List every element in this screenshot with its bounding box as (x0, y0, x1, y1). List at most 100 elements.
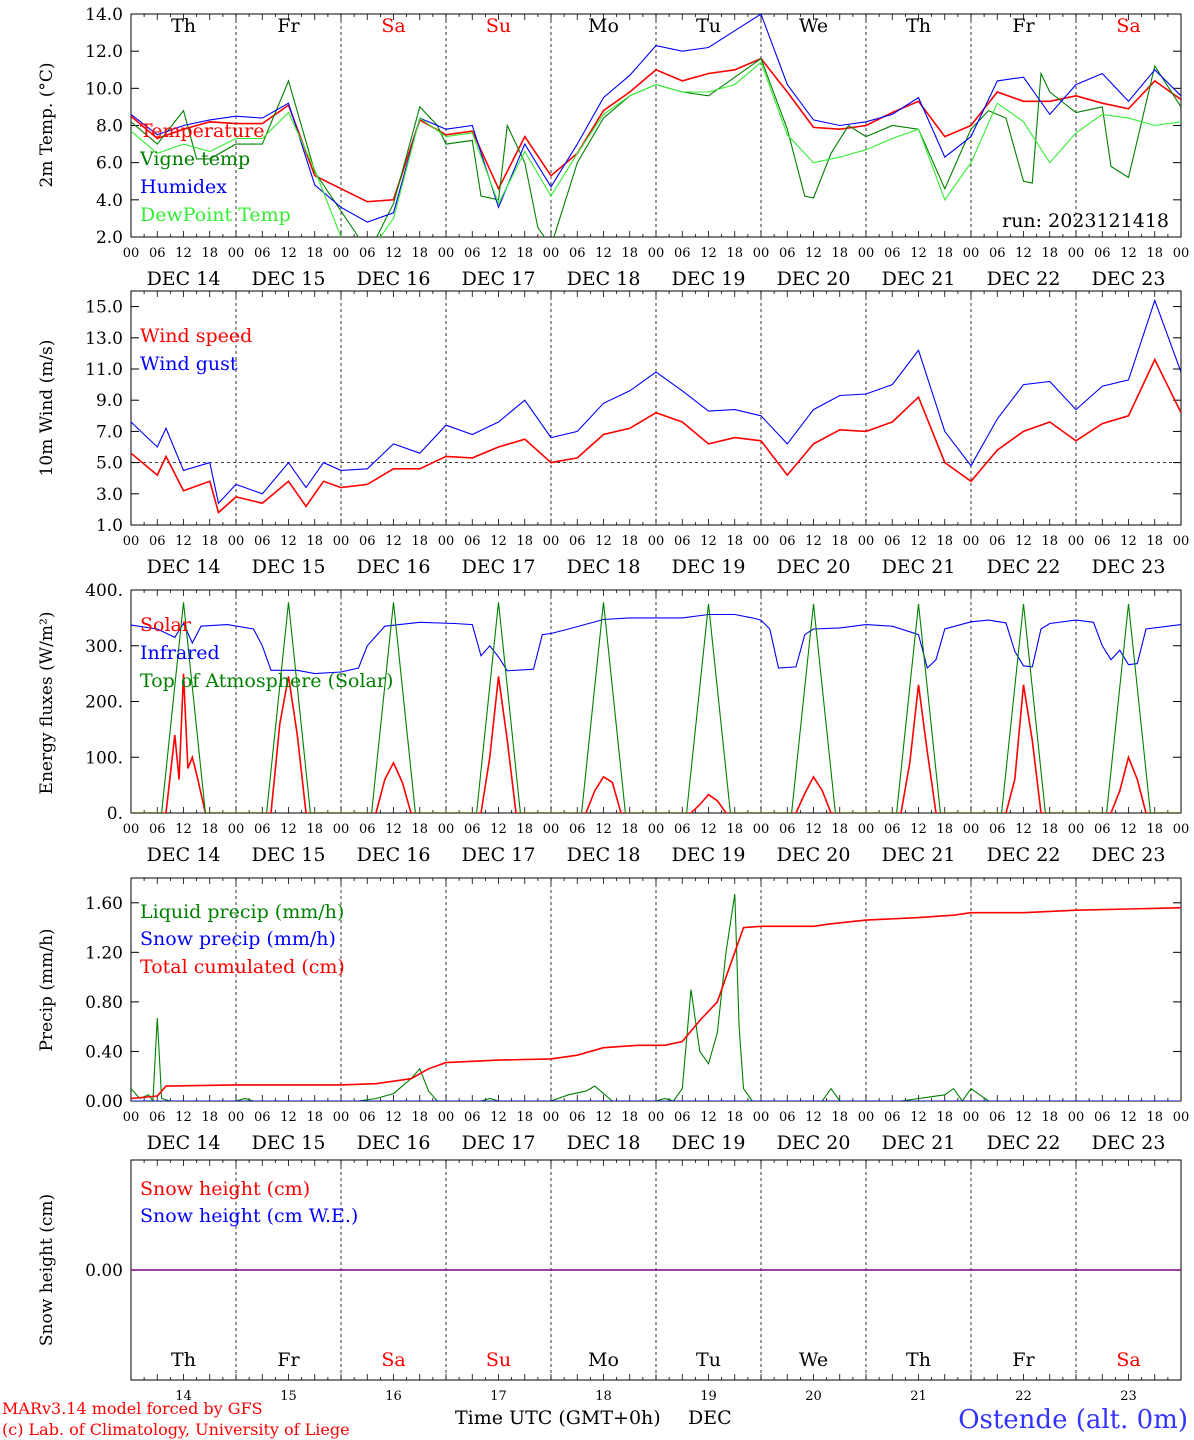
hour-tick-label: 18 (831, 534, 848, 549)
date-label: DEC 20 (777, 1132, 851, 1154)
hour-tick-label: 12 (490, 246, 507, 261)
day-letter: Fr (277, 15, 300, 37)
hour-tick-label: 12 (280, 822, 297, 837)
hour-tick-label: 18 (306, 534, 323, 549)
series-group (131, 298, 1181, 514)
hour-tick-label: 06 (674, 822, 691, 837)
hour-tick-label: 06 (674, 534, 691, 549)
date-label: DEC 16 (357, 268, 431, 290)
hour-tick-label: 00 (753, 822, 770, 837)
hour-tick-label: 18 (411, 246, 428, 261)
hour-tick-label: 18 (411, 822, 428, 837)
day-letter: Tu (696, 1349, 721, 1371)
hour-tick-label: 12 (1015, 1110, 1032, 1125)
hour-tick-label: 00 (228, 246, 245, 261)
hour-tick-label: 00 (858, 822, 875, 837)
hour-tick-label: 06 (254, 534, 271, 549)
hour-tick-label: 06 (884, 534, 901, 549)
hour-tick-label: 18 (201, 1110, 218, 1125)
day-letter: Mo (588, 15, 619, 37)
hour-tick-label: 12 (595, 534, 612, 549)
hour-tick-label: 12 (805, 1110, 822, 1125)
date-label: DEC 19 (672, 1132, 746, 1154)
hour-tick-label: 12 (490, 534, 507, 549)
date-label: DEC 19 (672, 556, 746, 578)
hour-tick-label: 00 (963, 246, 980, 261)
hour-tick-label: 00 (333, 534, 350, 549)
y-tick-label: 5.0 (96, 454, 123, 474)
legend-entry: Snow precip (mm/h) (140, 928, 336, 950)
day-number: 21 (910, 1389, 927, 1404)
y-tick-label: 7.0 (96, 422, 123, 442)
hour-tick-label: 06 (254, 822, 271, 837)
run-annotation: run: 2023121418 (1002, 210, 1169, 232)
hour-tick-label: 06 (359, 822, 376, 837)
hour-tick-label: 00 (1068, 246, 1085, 261)
hour-tick-label: 18 (1146, 822, 1163, 837)
y-tick-label: 300. (85, 637, 123, 657)
day-letter: Th (171, 15, 196, 37)
y-axis-label: 10m Wind (m/s) (37, 340, 57, 477)
y-tick-label: 14.0 (85, 5, 123, 25)
hour-tick-label: 06 (149, 1110, 166, 1125)
hour-tick-label: 00 (228, 822, 245, 837)
date-label: DEC 22 (987, 268, 1061, 290)
hour-tick-label: 06 (779, 534, 796, 549)
y-tick-label: 9.0 (96, 391, 123, 411)
series-line (131, 602, 1181, 813)
hour-tick-label: 00 (543, 534, 560, 549)
hour-tick-label: 06 (674, 1110, 691, 1125)
hour-tick-label: 18 (621, 246, 638, 261)
y-tick-label: 0.00 (85, 1092, 123, 1112)
date-label: DEC 15 (252, 844, 326, 866)
hour-tick-label: 12 (1015, 246, 1032, 261)
hour-tick-label: 00 (753, 534, 770, 549)
hour-tick-label: 18 (516, 822, 533, 837)
hour-tick-label: 18 (516, 1110, 533, 1125)
hour-tick-label: 18 (726, 534, 743, 549)
hour-tick-label: 12 (1120, 246, 1137, 261)
day-letter: Th (906, 15, 931, 37)
y-tick-label: 0.80 (85, 993, 123, 1013)
hour-tick-label: 00 (858, 1110, 875, 1125)
hour-tick-label: 12 (700, 246, 717, 261)
hour-tick-label: 18 (1041, 822, 1058, 837)
hour-tick-label: 06 (1094, 246, 1111, 261)
hour-tick-label: 12 (490, 1110, 507, 1125)
y-tick-label: 100. (85, 748, 123, 768)
hour-tick-label: 00 (963, 822, 980, 837)
y-axis-label: Precip (mm/h) (37, 928, 57, 1051)
hour-tick-label: 00 (543, 822, 560, 837)
hour-tick-label: 18 (621, 822, 638, 837)
y-tick-label: 10.0 (85, 79, 123, 99)
hour-tick-label: 12 (910, 1110, 927, 1125)
hour-tick-label: 12 (385, 822, 402, 837)
hour-tick-label: 12 (700, 822, 717, 837)
date-label: DEC 14 (147, 1132, 221, 1154)
legend-entry: Snow height (cm W.E.) (140, 1205, 358, 1227)
hour-tick-label: 00 (648, 1110, 665, 1125)
series-line (131, 894, 1181, 1101)
day-letter: Sa (1116, 1349, 1140, 1371)
hour-tick-label: 00 (123, 534, 140, 549)
hour-tick-label: 18 (726, 246, 743, 261)
hour-tick-label: 18 (306, 246, 323, 261)
date-label: DEC 23 (1092, 268, 1166, 290)
hour-tick-label: 18 (306, 1110, 323, 1125)
y-tick-label: 3.0 (96, 485, 123, 505)
hour-tick-label: 06 (569, 534, 586, 549)
precip-panel: 0.00 0.40 0.80 1.20 1.60 Precip (mm/h) 00 06 12 1… (37, 877, 1189, 1154)
hour-tick-label: 06 (149, 822, 166, 837)
hour-tick-label: 06 (989, 1110, 1006, 1125)
legend-entry: Snow height (cm) (140, 1178, 310, 1200)
legend-entry: Temperature (140, 120, 264, 142)
y-tick-label: 1.60 (85, 894, 123, 914)
date-label: DEC 14 (147, 844, 221, 866)
hour-tick-label: 12 (805, 534, 822, 549)
hour-tick-label: 00 (858, 534, 875, 549)
hour-tick-label: 00 (438, 534, 455, 549)
hour-tick-label: 12 (700, 1110, 717, 1125)
y-tick-label: 12.0 (85, 42, 123, 62)
date-label: DEC 22 (987, 1132, 1061, 1154)
